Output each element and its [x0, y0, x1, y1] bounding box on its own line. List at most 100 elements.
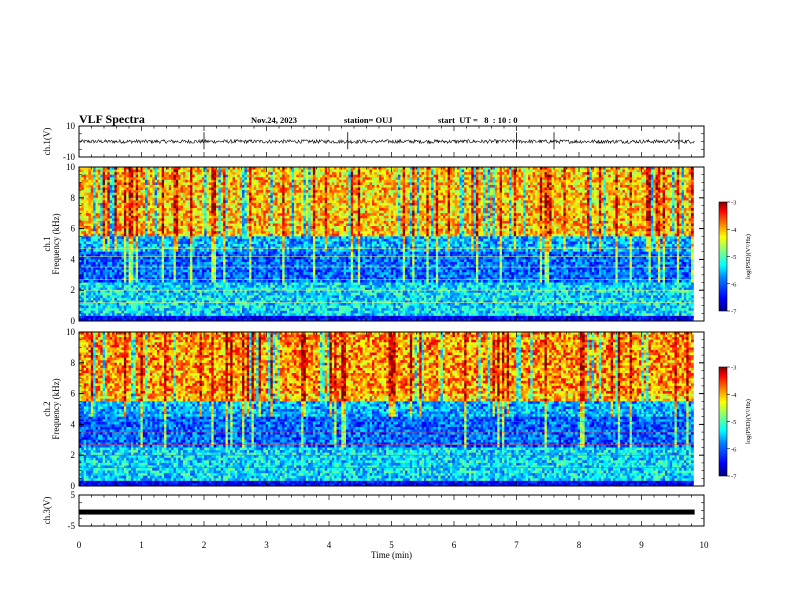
- heatmap-cell: [268, 218, 271, 222]
- heatmap-cell: [244, 223, 248, 227]
- heatmap-cell: [107, 267, 111, 271]
- heatmap-cell: [173, 167, 177, 170]
- heatmap-cell: [152, 208, 156, 212]
- heatmap-cell: [159, 167, 163, 170]
- heatmap-cell: [100, 213, 104, 217]
- heatmap-cell: [265, 202, 269, 206]
- heatmap-cell: [251, 254, 255, 258]
- heatmap-cell: [239, 256, 243, 260]
- heatmap-cell: [242, 315, 245, 319]
- heatmap-cell: [265, 197, 269, 201]
- heatmap-cell: [242, 267, 245, 271]
- heatmap-cell: [86, 169, 89, 173]
- heatmap-cell: [190, 277, 193, 281]
- heatmap-cell: [119, 195, 122, 199]
- heatmap-cell: [135, 303, 139, 306]
- heatmap-cell: [173, 228, 177, 232]
- heatmap-cell: [180, 218, 184, 222]
- heatmap-cell: [88, 179, 92, 183]
- heatmap-cell: [230, 313, 233, 317]
- heatmap-cell: [220, 238, 224, 242]
- heatmap-cell: [159, 233, 163, 237]
- heatmap-cell: [142, 285, 146, 289]
- heatmap-cell: [86, 179, 89, 183]
- heatmap-cell: [218, 308, 222, 312]
- heatmap-cell: [194, 313, 198, 317]
- heatmap-cell: [168, 182, 172, 186]
- heatmap-cell: [104, 215, 108, 219]
- heatmap-cell: [161, 202, 165, 206]
- heatmap-cell: [213, 254, 217, 258]
- heatmap-cell: [128, 228, 132, 232]
- heatmap-cell: [168, 254, 172, 258]
- heatmap-cell: [140, 285, 144, 289]
- heatmap-cell: [218, 249, 222, 253]
- heatmap-cell: [164, 197, 167, 201]
- heatmap-cell: [230, 295, 233, 299]
- heatmap-cell: [140, 246, 144, 250]
- heatmap-cell: [164, 233, 167, 237]
- heatmap-cell: [242, 228, 245, 232]
- heatmap-cell: [152, 244, 156, 247]
- heatmap-cell: [185, 264, 189, 268]
- heatmap-cell: [147, 318, 151, 322]
- heatmap-cell: [204, 274, 207, 278]
- heatmap-cell: [197, 192, 200, 196]
- heatmap-cell: [123, 310, 127, 314]
- heatmap-cell: [145, 202, 148, 206]
- heatmap-cell: [93, 244, 96, 247]
- heatmap-cell: [138, 238, 141, 242]
- heatmap-cell: [201, 197, 205, 201]
- heatmap-cell: [182, 274, 186, 278]
- heatmap-cell: [242, 184, 245, 188]
- heatmap-cell: [201, 303, 205, 306]
- heatmap-cell: [213, 279, 217, 283]
- heatmap-cell: [263, 297, 267, 301]
- heatmap-cell: [102, 226, 106, 229]
- heatmap-cell: [130, 251, 134, 255]
- heatmap-cell: [223, 179, 226, 183]
- heatmap-cell: [159, 210, 163, 214]
- heatmap-cell: [223, 169, 226, 173]
- heatmap-cell: [138, 174, 141, 178]
- heatmap-cell: [133, 249, 137, 253]
- heatmap-cell: [194, 172, 198, 176]
- heatmap-cell: [88, 254, 92, 258]
- heatmap-cell: [104, 182, 108, 186]
- heatmap-cell: [239, 190, 243, 194]
- heatmap-cell: [130, 213, 134, 217]
- heatmap-cell: [213, 228, 217, 232]
- heatmap-cell: [182, 215, 186, 219]
- heatmap-cell: [112, 267, 115, 271]
- heatmap-cell: [112, 272, 115, 276]
- heatmap-cell: [130, 249, 134, 253]
- heatmap-cell: [112, 297, 115, 301]
- heatmap-cell: [142, 215, 146, 219]
- heatmap-cell: [135, 167, 139, 170]
- heatmap-cell: [109, 241, 113, 245]
- heatmap-cell: [201, 246, 205, 250]
- heatmap-cell: [234, 246, 238, 250]
- heatmap-cell: [95, 195, 99, 199]
- heatmap-cell: [135, 192, 139, 196]
- heatmap-cell: [225, 174, 229, 178]
- heatmap-cell: [227, 261, 231, 265]
- heatmap-cell: [142, 182, 146, 186]
- heatmap-cell: [128, 169, 132, 173]
- heatmap-cell: [187, 246, 191, 250]
- heatmap-cell: [100, 297, 104, 301]
- heatmap-cell: [88, 264, 92, 268]
- heatmap-cell: [164, 192, 167, 196]
- heatmap-cell: [123, 169, 127, 173]
- heatmap-cell: [81, 251, 85, 255]
- heatmap-cell: [216, 223, 219, 227]
- heatmap-cell: [152, 205, 156, 209]
- heatmap-cell: [239, 318, 243, 322]
- heatmap-cell: [154, 184, 158, 188]
- heatmap-cell: [161, 269, 165, 273]
- heatmap-cell: [182, 184, 186, 188]
- heatmap-cell: [237, 202, 241, 206]
- heatmap-cell: [265, 274, 269, 278]
- heatmap-cell: [142, 226, 146, 229]
- heatmap-cell: [133, 197, 137, 201]
